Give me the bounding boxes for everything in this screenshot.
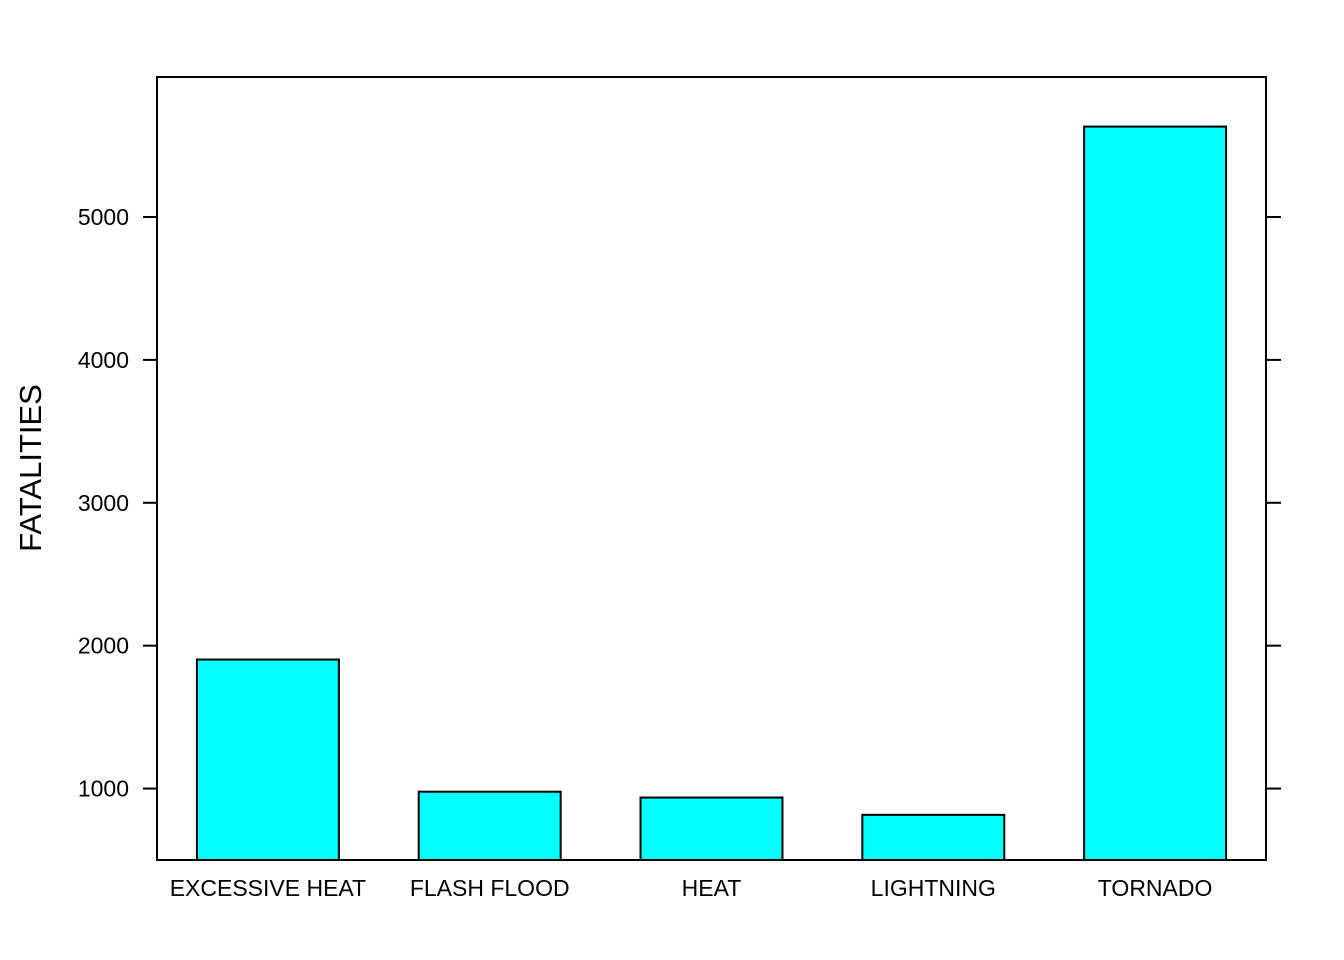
x-tick-label: TORNADO bbox=[1098, 875, 1213, 901]
x-axis-tick-labels: EXCESSIVE HEAT FLASH FLOOD HEAT LIGHTNING TO… bbox=[170, 875, 1213, 901]
bar-heat bbox=[639, 796, 784, 861]
x-tick-label: EXCESSIVE HEAT bbox=[170, 875, 366, 901]
bar-tornado bbox=[1083, 125, 1228, 861]
bars-layer bbox=[195, 125, 1228, 862]
x-tick-label: FLASH FLOOD bbox=[410, 875, 570, 901]
bar-flash-flood bbox=[417, 790, 562, 862]
plot-frame bbox=[156, 76, 1267, 861]
bar-lightning bbox=[861, 813, 1006, 861]
y-tick-label: 5000 bbox=[78, 204, 129, 230]
y-axis-left-ticks: 1000 2000 3000 4000 5000 bbox=[78, 204, 157, 802]
y-tick-label: 4000 bbox=[78, 347, 129, 373]
x-tick-label: LIGHTNING bbox=[871, 875, 996, 901]
x-tick-label: HEAT bbox=[682, 875, 742, 901]
y-tick-label: 2000 bbox=[78, 633, 129, 659]
bar-excessive-heat bbox=[195, 658, 340, 862]
y-tick-label: 3000 bbox=[78, 490, 129, 516]
y-tick-label: 1000 bbox=[78, 776, 129, 802]
y-axis-right-ticks bbox=[1266, 216, 1281, 790]
y-axis-title: FATALITIES bbox=[13, 384, 48, 552]
